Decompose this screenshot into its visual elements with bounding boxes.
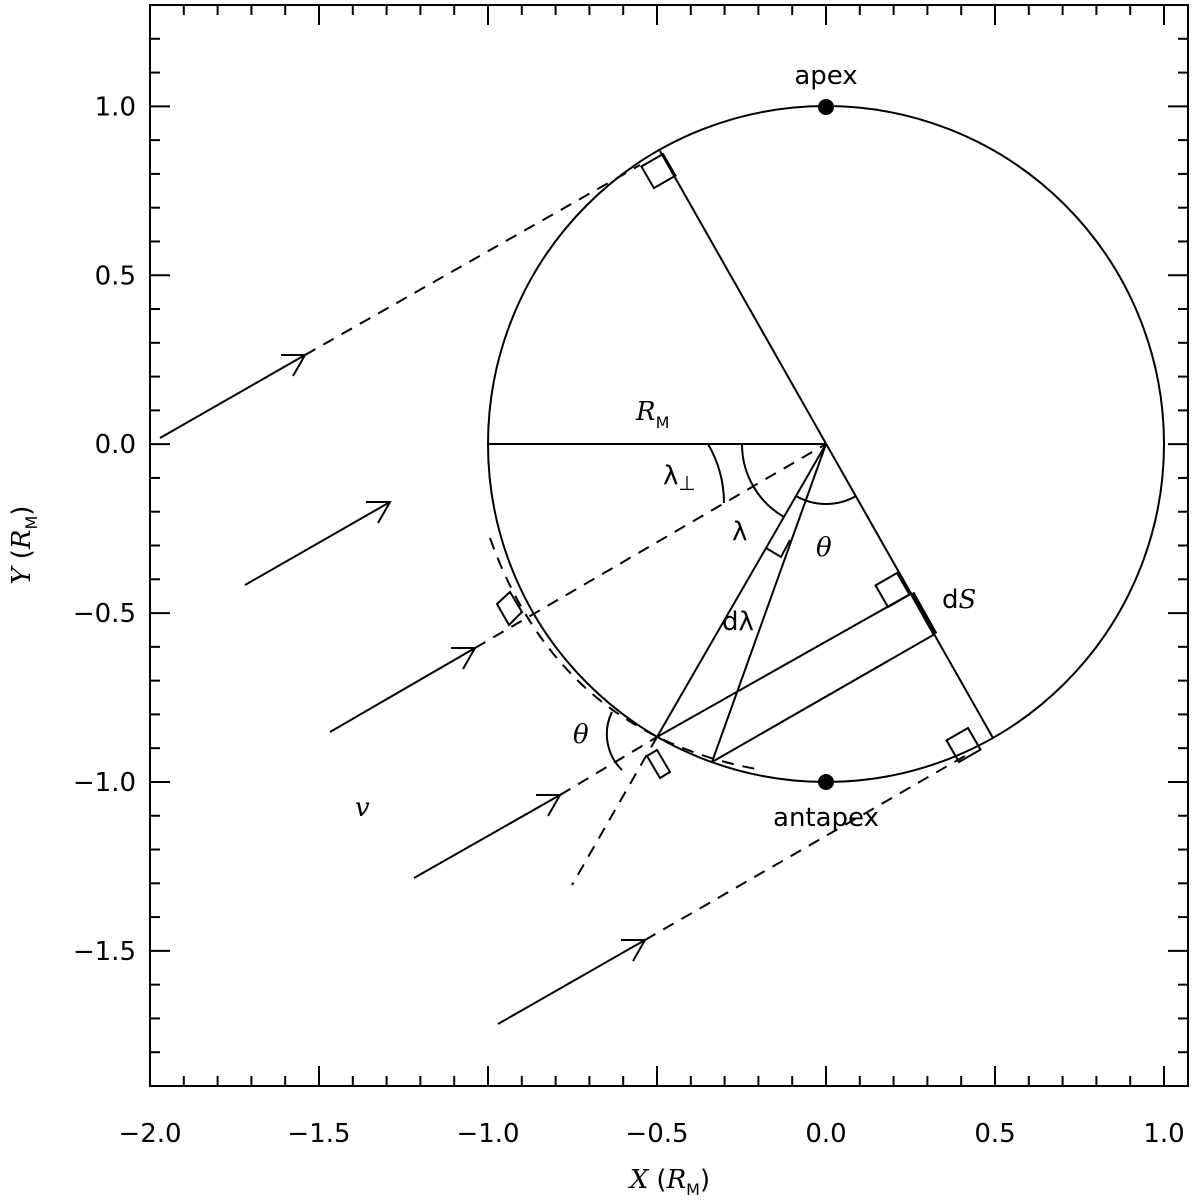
x-tick-label: −1.0 <box>456 1119 519 1149</box>
right-angle <box>874 571 911 609</box>
arrow <box>497 939 646 1025</box>
right-angle <box>945 726 982 764</box>
angle-arc <box>707 443 725 504</box>
x-tick-label: −2.0 <box>118 1119 181 1149</box>
unit: R <box>666 1165 687 1195</box>
dashed-normal <box>571 736 658 886</box>
x-tick-label: −1.5 <box>287 1119 350 1149</box>
arrow <box>413 794 561 879</box>
y-tick-label: 0.0 <box>95 430 136 460</box>
subscript: M <box>22 516 41 530</box>
y-tick-label: −1.5 <box>73 937 136 967</box>
x-tick-label: 1.0 <box>1143 1119 1184 1149</box>
x-tick-label: 0.0 <box>805 1119 846 1149</box>
line <box>656 443 827 738</box>
dashed-ray <box>304 164 641 356</box>
arrow <box>244 501 391 586</box>
y-tick-label: 1.0 <box>95 92 136 122</box>
lambda-label: λ <box>732 517 747 547</box>
right-angle <box>640 152 677 190</box>
y-tick-label: −1.0 <box>73 768 136 798</box>
y-tick-label: −0.5 <box>73 599 136 629</box>
antapex-label: antapex <box>773 803 879 833</box>
symbol: λ <box>663 461 678 491</box>
dashed-ray <box>559 736 658 796</box>
paren: ) <box>7 506 37 516</box>
apex-label: apex <box>794 61 857 91</box>
angle-arc <box>795 495 857 506</box>
dashed-tangent <box>489 537 763 771</box>
d-lambda-label: dλ <box>722 607 754 637</box>
line <box>711 443 827 763</box>
antapex-dot <box>818 774 834 790</box>
line <box>656 592 913 738</box>
y-axis-label: Y (RM) <box>7 506 41 585</box>
theta-label: θ <box>573 720 589 750</box>
symbol: S <box>959 585 977 615</box>
theta-label: θ <box>816 533 832 563</box>
arrow <box>159 354 306 439</box>
ds-label: dS <box>942 585 976 615</box>
unit: R <box>7 530 37 551</box>
x-axis-label: X (RM) <box>628 1165 710 1199</box>
y-tick-label: 0.5 <box>95 261 136 291</box>
right-angle <box>495 590 524 627</box>
velocity-label: v <box>355 793 370 823</box>
x-tick-label: −0.5 <box>625 1119 688 1149</box>
subscript: M <box>656 413 670 432</box>
symbol: Y <box>7 564 37 584</box>
line <box>711 633 936 763</box>
arrow <box>329 647 476 733</box>
arrow-head <box>366 501 392 524</box>
apex-dot <box>818 99 834 115</box>
ds-segment <box>909 591 938 636</box>
prefix: d <box>942 585 959 615</box>
angle-arc <box>605 711 623 771</box>
subscript: ⊥ <box>678 471 695 495</box>
right-angle <box>645 748 672 780</box>
dashed-ray <box>474 443 827 649</box>
subscript: M <box>686 1180 700 1199</box>
paren: ) <box>700 1165 710 1195</box>
geometry <box>159 99 1165 1025</box>
paren: ( <box>656 1165 666 1195</box>
x-tick-label: 0.5 <box>974 1119 1015 1149</box>
radius-label: RM <box>635 397 669 432</box>
right-angle <box>765 539 791 559</box>
lambda-perp-label: λ⊥ <box>663 461 696 495</box>
symbol: X <box>628 1165 650 1195</box>
paren: ( <box>7 549 37 559</box>
symbol: R <box>635 397 656 427</box>
angle-arc <box>740 443 785 518</box>
